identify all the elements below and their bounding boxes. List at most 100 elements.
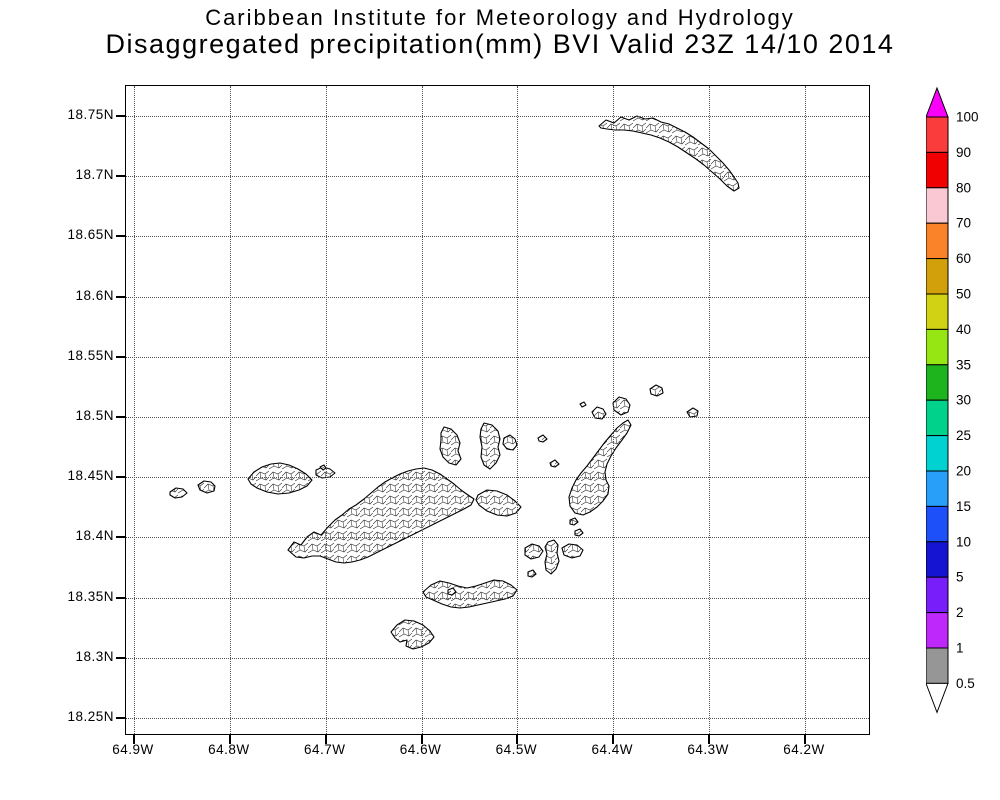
island-cooper [544, 539, 560, 575]
axis-tick-left [116, 355, 125, 358]
axis-tick-left [116, 596, 125, 599]
gridline-lat [126, 296, 869, 298]
colorbar-label: 60 [956, 251, 971, 266]
island-dog-1 [537, 434, 548, 443]
axis-tick-bottom [324, 735, 327, 744]
axis-tick-left [116, 295, 125, 298]
axis-tick-left [116, 416, 125, 418]
gridline-lat [126, 356, 869, 358]
axis-tick-bottom [612, 735, 615, 744]
colorbar-label: 100 [956, 110, 979, 125]
lat-tick-label: 18.35N [67, 588, 114, 604]
axis-tick-bottom [228, 735, 231, 744]
island-prickly-pear [612, 396, 631, 416]
gridline-lon [421, 86, 423, 734]
colorbar-label: 5 [956, 570, 964, 585]
island-north-cay [579, 401, 587, 408]
colorbar-label: 50 [956, 287, 971, 302]
colorbar-label: 30 [956, 393, 971, 408]
colorbar-arrow-bottom [925, 682, 949, 714]
map-plot-area [116, 85, 870, 744]
island-fallen-jerusalem [569, 517, 579, 526]
colorbar-label: 25 [956, 428, 971, 443]
island-west-cay-1 [169, 487, 188, 499]
colorbar-segment [925, 293, 949, 330]
colorbar-label: 0.5 [956, 676, 975, 691]
lat-tick-label: 18.6N [75, 287, 114, 303]
axis-tick-left [116, 656, 125, 659]
colorbar-label: 70 [956, 216, 971, 231]
island-mosquito [591, 406, 607, 420]
map-title: Disaggregated precipitation(mm) BVI Vali… [105, 29, 895, 59]
colorbar-segment [925, 612, 949, 649]
island-peter [422, 579, 518, 609]
gridline-lat [126, 597, 869, 599]
island-guana [439, 426, 462, 466]
colorbar-segment [925, 576, 949, 614]
island-norman [390, 619, 435, 650]
colorbar-segment [925, 116, 949, 153]
lat-tick-label: 18.5N [75, 408, 114, 423]
colorbar-segment [925, 435, 949, 472]
gridline-lat [126, 176, 869, 178]
gridline-lon [804, 86, 806, 734]
island-beef [475, 489, 522, 517]
institute-title: Caribbean Institute for Meteorology and … [205, 5, 795, 30]
island-tortola [287, 467, 475, 564]
gridline-lat [126, 477, 869, 479]
lat-tick-label: 18.65N [67, 227, 114, 243]
gridline-lon [229, 86, 231, 734]
axis-tick-bottom [133, 735, 135, 744]
island-pelican [447, 587, 457, 596]
colorbar-svg: 100 90 80 70 60 50 40 35 30 25 20 15 10 5 2 1 0.5 [925, 86, 979, 714]
island-virgin-gorda [568, 419, 632, 516]
colorbar-segment [925, 258, 949, 295]
gridline-lon [517, 86, 519, 734]
colorbar-label: 1 [956, 641, 964, 656]
lon-tick-label: 64.3W [687, 742, 729, 757]
island-west-cay-2 [197, 480, 216, 494]
colorbar-segment [925, 328, 949, 366]
island-dead-chest [527, 569, 537, 578]
gridline-lon [709, 86, 711, 734]
lat-tick-label: 18.7N [75, 167, 114, 183]
colorbar-label: 40 [956, 322, 971, 337]
axis-tick-left [116, 235, 125, 238]
colorbar-segment [925, 222, 949, 260]
gridline-lat [126, 417, 869, 418]
gridline-lon [613, 86, 615, 734]
colorbar-segment [925, 151, 949, 189]
colorbar-label: 35 [956, 357, 971, 372]
colorbar: 100 90 80 70 60 50 40 35 30 25 20 15 10 5 2 1 0.5 [925, 80, 1000, 728]
axis-tick-left [116, 717, 125, 719]
colorbar-segment [925, 541, 949, 578]
island-anegada [598, 115, 740, 192]
island-scrub [502, 434, 518, 451]
lon-tick-label: 64.9W [112, 742, 154, 757]
gridline-lat [126, 718, 869, 719]
lat-tick-label: 18.4N [75, 528, 114, 544]
lon-tick-label: 64.4W [591, 742, 634, 757]
island-salt [524, 543, 544, 560]
island-round-rock [574, 528, 584, 537]
colorbar-segment [925, 399, 949, 437]
lon-tick-label: 64.8W [208, 742, 250, 757]
lon-tick-label: 64.2W [783, 742, 825, 757]
lat-tick-label: 18.75N [67, 107, 114, 122]
colorbar-label: 90 [956, 145, 971, 160]
axis-tick-bottom [803, 735, 806, 744]
gridline-lat [126, 657, 869, 659]
lon-tick-label: 64.5W [495, 742, 538, 757]
gridline-lat [126, 537, 869, 539]
lat-tick-label: 18.25N [67, 709, 114, 724]
lat-tick-label: 18.3N [75, 648, 114, 664]
island-eustatia [686, 407, 699, 418]
colorbar-label: 20 [956, 464, 971, 479]
islands-layer [169, 115, 740, 650]
colorbar-segment [925, 470, 949, 507]
lon-tick-label: 64.7W [303, 742, 346, 757]
colorbar-segment [925, 364, 949, 401]
axis-tick-bottom [516, 735, 519, 744]
axis-tick-left [116, 115, 125, 117]
gridline-lon [134, 86, 135, 734]
